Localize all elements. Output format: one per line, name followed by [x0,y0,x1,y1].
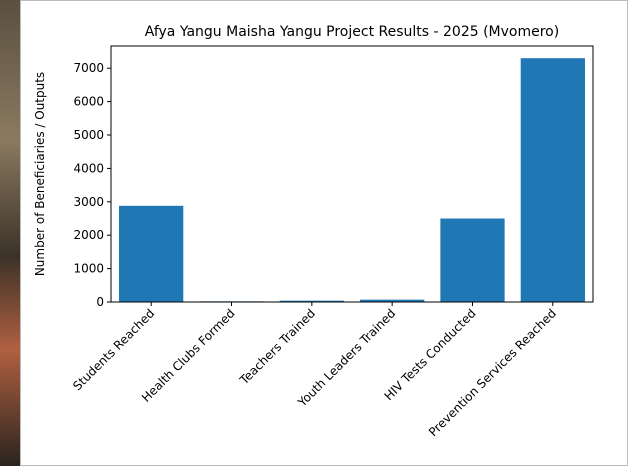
y-tick-label: 7000 [73,61,104,75]
bar [521,58,585,302]
y-tick-label: 5000 [73,128,104,142]
y-tick-label: 2000 [73,228,104,242]
y-tick-label: 0 [96,295,104,309]
bar [440,219,504,302]
chart: Afya Yangu Maisha Yangu Project Results … [0,0,629,466]
y-tick-label: 4000 [73,161,104,175]
y-tick-label: 3000 [73,195,104,209]
bar [119,206,183,302]
y-tick-label: 1000 [73,262,104,276]
y-tick-label: 6000 [73,95,104,109]
y-axis-label: Number of Beneficiaries / Outputs [33,72,47,276]
background-photo-strip [0,0,20,466]
chart-title: Afya Yangu Maisha Yangu Project Results … [145,24,559,40]
